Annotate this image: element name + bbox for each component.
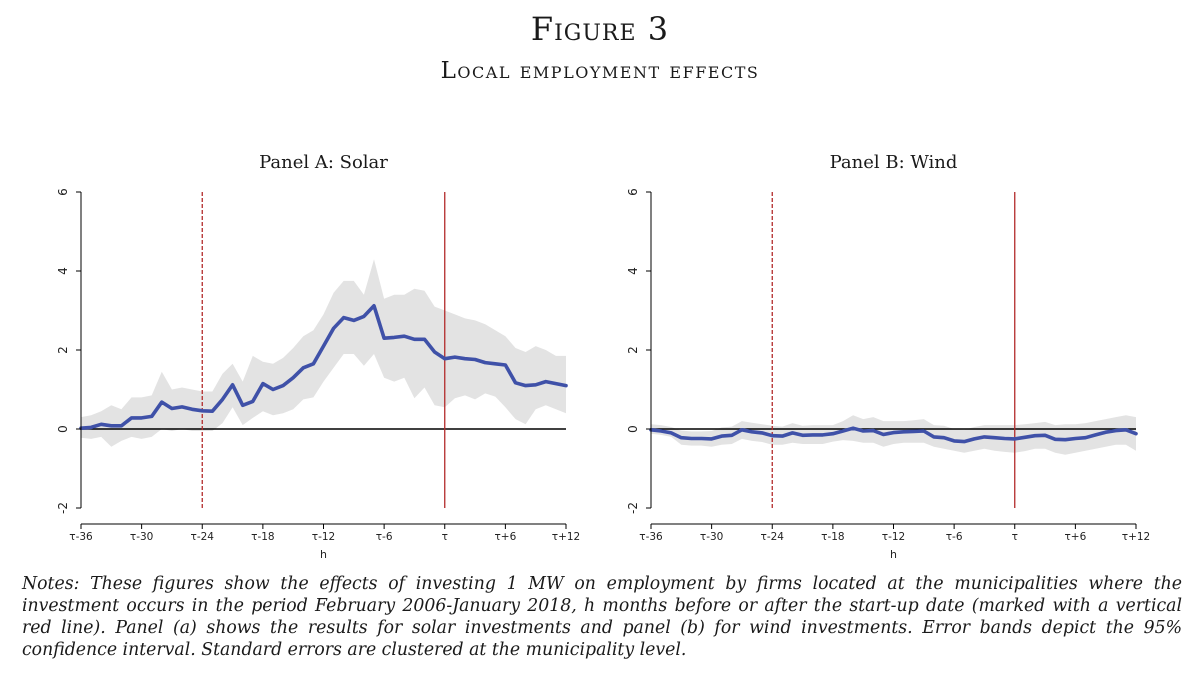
panel-a-solar-chart: Panel A: Solar -2 0 2 4 6 τ-36 τ-30 τ-24 τ-18 τ-12… [56, 152, 580, 561]
x-tick-label: τ-30 [700, 531, 723, 543]
x-tick-label: τ [442, 531, 448, 543]
y-tick-label: 6 [626, 188, 640, 196]
x-tick-label: τ-6 [946, 531, 963, 543]
y-tick-label: 4 [626, 267, 640, 275]
x-tick-label: τ+6 [494, 531, 516, 543]
confidence-band [81, 259, 566, 447]
x-tick-label: τ-18 [251, 531, 274, 543]
estimate-line [79, 304, 568, 431]
x-tick-label: τ+12 [1122, 531, 1150, 543]
panel-title: Panel B: Wind [830, 152, 958, 173]
estimate-line [649, 426, 1138, 444]
panel-b-wind-chart: Panel B: Wind -2 0 2 4 6 τ-36 τ-30 τ-24 τ-18 τ-12 τ… [626, 152, 1150, 561]
x-tick-label: τ-36 [639, 531, 663, 543]
x-tick-label: τ-30 [130, 531, 153, 543]
notes-label: Notes: [22, 574, 80, 594]
figure-title: Figure 3 [530, 10, 670, 48]
y-tick-label: -2 [626, 502, 640, 514]
x-tick-label: τ-24 [761, 531, 785, 543]
x-tick-label: τ-12 [882, 531, 905, 543]
figure-subtitle: Local employment effects [440, 58, 760, 84]
x-tick-label: τ-18 [821, 531, 844, 543]
x-axis-label: h [320, 548, 327, 561]
x-tick-label: τ-36 [69, 531, 93, 543]
y-tick-label: 0 [56, 425, 70, 433]
x-axis-label: h [890, 548, 897, 561]
x-tick-label: τ-24 [191, 531, 215, 543]
y-tick-label: 2 [56, 346, 70, 354]
y-tick-label: 0 [626, 425, 640, 433]
y-tick-label: 2 [626, 346, 640, 354]
y-tick-label: -2 [56, 502, 70, 514]
y-tick-label: 6 [56, 188, 70, 196]
figure-notes: Notes: These figures show the effects of… [22, 573, 1182, 661]
notes-text: These figures show the effects of invest… [22, 574, 1182, 660]
x-tick-label: τ-6 [376, 531, 393, 543]
panel-title: Panel A: Solar [259, 152, 388, 173]
x-tick-label: τ+6 [1064, 531, 1086, 543]
x-tick-label: τ [1012, 531, 1018, 543]
y-tick-label: 4 [56, 267, 70, 275]
x-tick-label: τ-12 [312, 531, 335, 543]
x-tick-label: τ+12 [552, 531, 580, 543]
